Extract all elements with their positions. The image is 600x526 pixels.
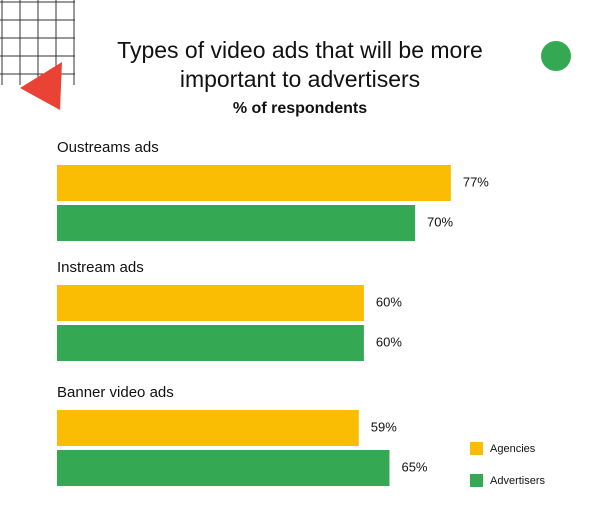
value-label: 77% [463,174,489,189]
category-label: Instream ads [57,259,144,276]
chart-title: Types of video ads that will be more imp… [117,37,483,92]
decoration-circle [541,41,571,71]
category-label: Oustreams ads [57,139,159,156]
value-label: 70% [427,214,453,229]
decoration-grid [0,0,75,85]
decoration-triangle [20,62,62,110]
value-label: 65% [401,459,427,474]
chart-subtitle: % of respondents [232,100,368,117]
bar [57,450,390,486]
legend-swatch [470,442,483,455]
bar [57,165,451,201]
bar [57,285,364,321]
legend-label: Agencies [490,443,536,455]
value-label: 59% [371,419,397,434]
legend-label: Advertisers [490,475,546,487]
value-label: 60% [376,294,402,309]
bar [57,325,364,361]
legend-swatch [470,474,483,487]
bar [57,205,416,241]
value-label: 60% [376,334,402,349]
category-label: Banner video ads [57,384,174,401]
bar [57,410,359,446]
